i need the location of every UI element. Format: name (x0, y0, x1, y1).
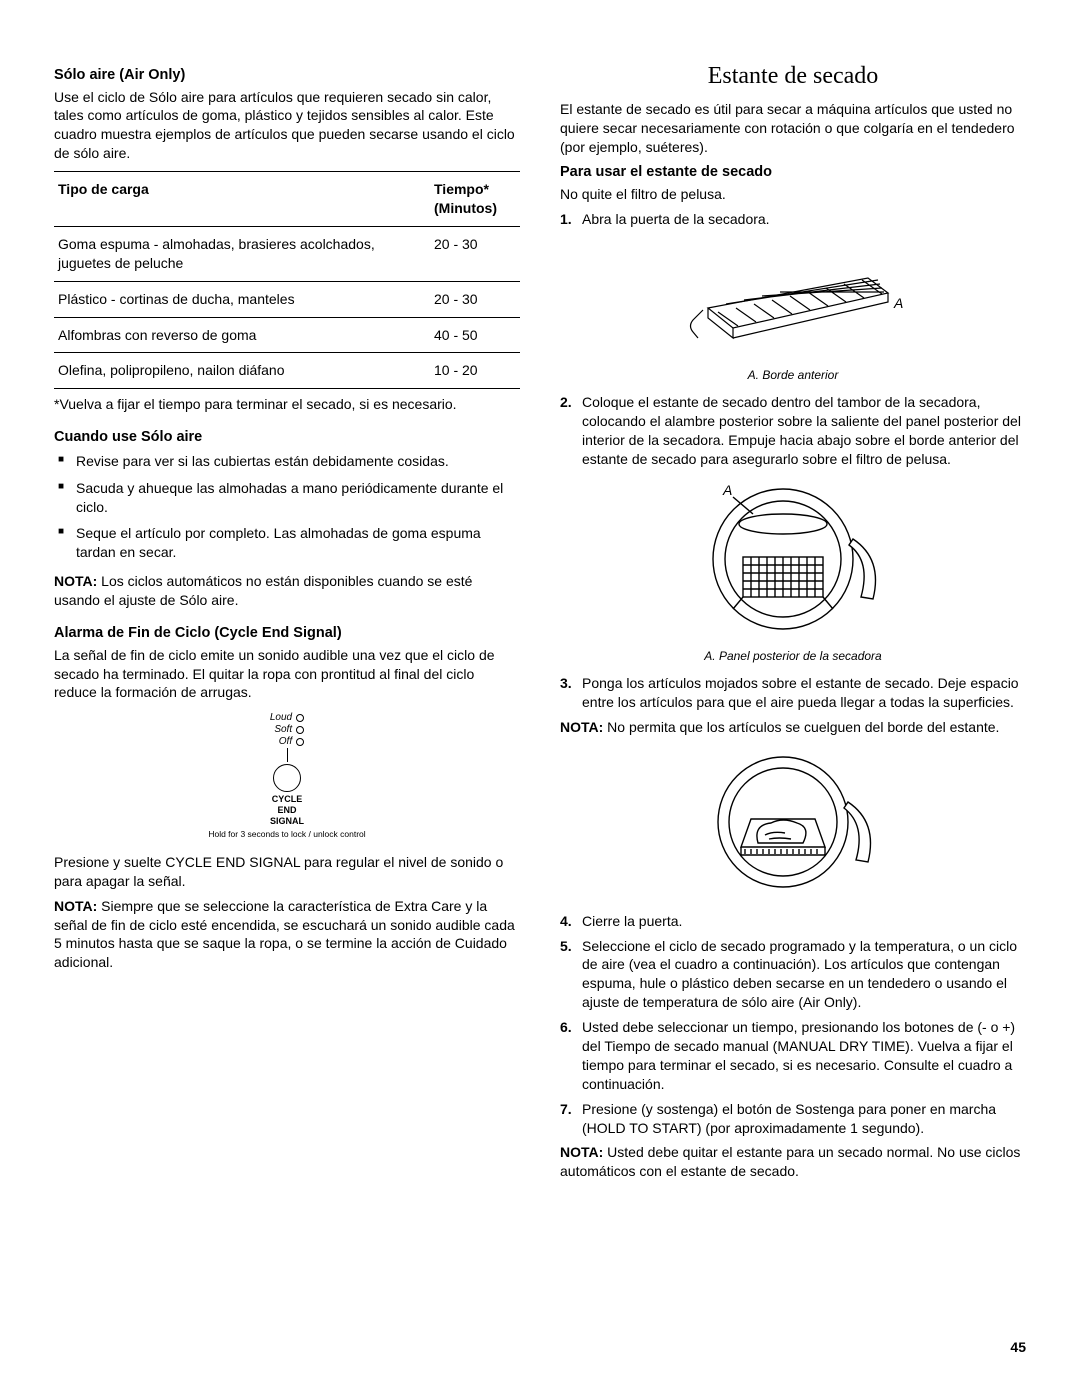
caption-2: A. Panel posterior de la secadora (560, 648, 1026, 664)
steps-list-4: Cierre la puerta. Seleccione el ciclo de… (560, 912, 1026, 1138)
para-noquite: No quite el filtro de pelusa. (560, 185, 1026, 204)
section-title: Estante de secado (560, 60, 1026, 92)
list-item: Revise para ver si las cubiertas están d… (54, 452, 520, 471)
step-6: Usted debe seleccionar un tiempo, presio… (560, 1018, 1026, 1094)
rack-diagram: A A. Borde anterior (560, 238, 1026, 383)
table-row: Olefina, polipropileno, nailon diáfano10… (54, 353, 520, 389)
heading-use-rack: Para usar el estante de secado (560, 163, 1026, 183)
table-footnote: *Vuelva a fijar el tiempo para terminar … (54, 395, 520, 414)
heading-when-use: Cuando use Sólo aire (54, 428, 520, 448)
bullet-list: Revise para ver si las cubiertas están d… (54, 452, 520, 562)
step-5: Seleccione el ciclo de secado programado… (560, 937, 1026, 1013)
air-only-table: Tipo de carga Tiempo* (Minutos) Goma esp… (54, 171, 520, 389)
th-time: Tiempo* (Minutos) (430, 172, 520, 227)
note-2: NOTA: Siempre que se seleccione la carac… (54, 897, 520, 973)
table-row: Alfombras con reverso de goma40 - 50 (54, 317, 520, 353)
step-1: Abra la puerta de la secadora. (560, 210, 1026, 229)
note-4: NOTA: Usted debe quitar el estante para … (560, 1143, 1026, 1181)
para-air-only: Use el ciclo de Sólo aire para artículos… (54, 88, 520, 164)
step-4: Cierre la puerta. (560, 912, 1026, 931)
page-number: 45 (1010, 1338, 1026, 1357)
drum-diagram: A A. Panel posterior de la secadora (560, 479, 1026, 664)
steps-list-3: Ponga los artículos mojados sobre el est… (560, 674, 1026, 712)
step-3: Ponga los artículos mojados sobre el est… (560, 674, 1026, 712)
list-item: Seque el artículo por completo. Las almo… (54, 524, 520, 562)
caption-1: A. Borde anterior (560, 367, 1026, 383)
para-alarm: La señal de fin de ciclo emite un sonido… (54, 646, 520, 703)
svg-text:A: A (893, 295, 903, 311)
table-row: Goma espuma - almohadas, brasieres acolc… (54, 226, 520, 281)
step-7: Presione (y sostenga) el botón de Sosten… (560, 1100, 1026, 1138)
heading-alarm: Alarma de Fin de Ciclo (Cycle End Signal… (54, 624, 520, 644)
drum-items-diagram (560, 747, 1026, 902)
steps-list-2: Coloque el estante de secado dentro del … (560, 393, 1026, 469)
table-row: Plástico - cortinas de ducha, manteles20… (54, 281, 520, 317)
left-column: Sólo aire (Air Only) Use el ciclo de Sól… (54, 60, 520, 1187)
step-2: Coloque el estante de secado dentro del … (560, 393, 1026, 469)
steps-list: Abra la puerta de la secadora. (560, 210, 1026, 229)
svg-text:A: A (722, 482, 732, 498)
para-press: Presione y suelte CYCLE END SIGNAL para … (54, 853, 520, 891)
note-1: NOTA: Los ciclos automáticos no están di… (54, 572, 520, 610)
th-load: Tipo de carga (54, 172, 430, 227)
note-3: NOTA: No permita que los artículos se cu… (560, 718, 1026, 737)
heading-air-only: Sólo aire (Air Only) (54, 66, 520, 86)
list-item: Sacuda y ahueque las almohadas a mano pe… (54, 479, 520, 517)
right-column: Estante de secado El estante de secado e… (560, 60, 1026, 1187)
para-intro: El estante de secado es útil para secar … (560, 100, 1026, 157)
cycle-end-signal-diagram: Loud Soft Off CYCLEENDSIGNAL Hold for 3 … (54, 712, 520, 839)
